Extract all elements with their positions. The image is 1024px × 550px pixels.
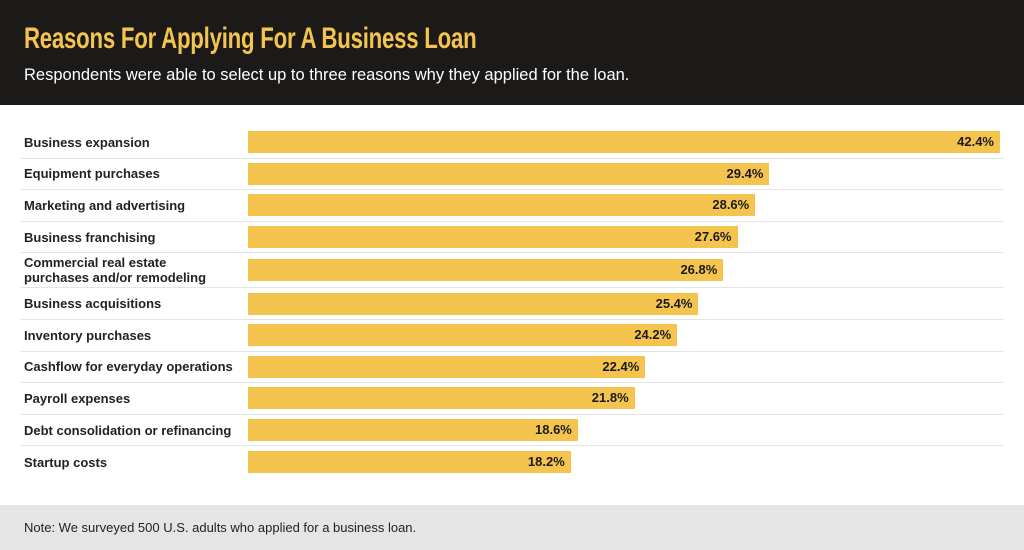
bar-row: Business franchising 27.6% (20, 222, 1004, 254)
value-label: 24.2% (634, 327, 672, 343)
category-label: Marketing and advertising (24, 197, 186, 213)
value-label: 22.4% (602, 358, 640, 374)
bar-row: Equipment purchases 29.4% (20, 159, 1004, 191)
category-label: Commercial real estate purchases and/or … (24, 255, 207, 286)
bar: 42.4% (248, 131, 1000, 154)
category-label: Debt consolidation or refinancing (24, 422, 232, 438)
bar-row: Debt consolidation or refinancing 18.6% (20, 415, 1004, 447)
bar: 25.4% (248, 292, 699, 315)
category-label: Business expansion (24, 134, 150, 150)
bar-row: Payroll expenses 21.8% (20, 383, 1004, 415)
bar: 24.2% (248, 324, 678, 347)
value-label: 25.4% (655, 295, 693, 311)
value-label: 27.6% (694, 229, 732, 245)
header: Reasons For Applying For A Business Loan… (0, 0, 1024, 105)
value-label: 42.4% (957, 134, 994, 150)
category-label: Business acquisitions (24, 296, 162, 312)
category-label: Cashflow for everyday operations (24, 359, 233, 375)
bar: 27.6% (248, 226, 738, 249)
chart-subtitle: Respondents were able to select up to th… (24, 66, 630, 84)
value-label: 21.8% (591, 390, 629, 406)
bar-row: Marketing and advertising 28.6% (20, 190, 1004, 222)
category-label: Business franchising (24, 229, 156, 245)
value-label: 18.2% (527, 454, 565, 470)
category-label: Startup costs (24, 454, 108, 470)
note: Note: We surveyed 500 U.S. adults who ap… (24, 520, 417, 535)
bar: 18.6% (248, 419, 578, 442)
value-label: 29.4% (726, 165, 764, 181)
bar-row: Business expansion 42.4% (20, 127, 1004, 159)
bar-rows: Business expansion 42.4% Equipment purchas… (20, 127, 1004, 478)
bar: 26.8% (248, 259, 724, 282)
bar: 21.8% (248, 387, 635, 410)
value-label: 18.6% (535, 422, 572, 438)
category-label: Payroll expenses (24, 390, 131, 406)
footer: Note: We surveyed 500 U.S. adults who ap… (0, 505, 1024, 550)
bar: 18.2% (248, 451, 571, 474)
value-label: 26.8% (680, 262, 718, 278)
bar: 29.4% (248, 162, 770, 185)
bar-row: Business acquisitions 25.4% (20, 288, 1004, 320)
category-label: Inventory purchases (24, 327, 152, 343)
bar-row: Commercial real estate purchases and/or … (20, 253, 1004, 289)
value-label: 28.6% (712, 197, 750, 213)
category-label: Equipment purchases (24, 166, 160, 182)
bar: 22.4% (248, 355, 646, 378)
chart-title: Reasons For Applying For A Business Loan (24, 22, 477, 55)
bar-row: Cashflow for everyday operations 22.4% (20, 352, 1004, 384)
bar: 28.6% (248, 194, 756, 217)
bar-row: Inventory purchases 24.2% (20, 320, 1004, 352)
bar-row: Startup costs 18.2% (20, 446, 1004, 478)
